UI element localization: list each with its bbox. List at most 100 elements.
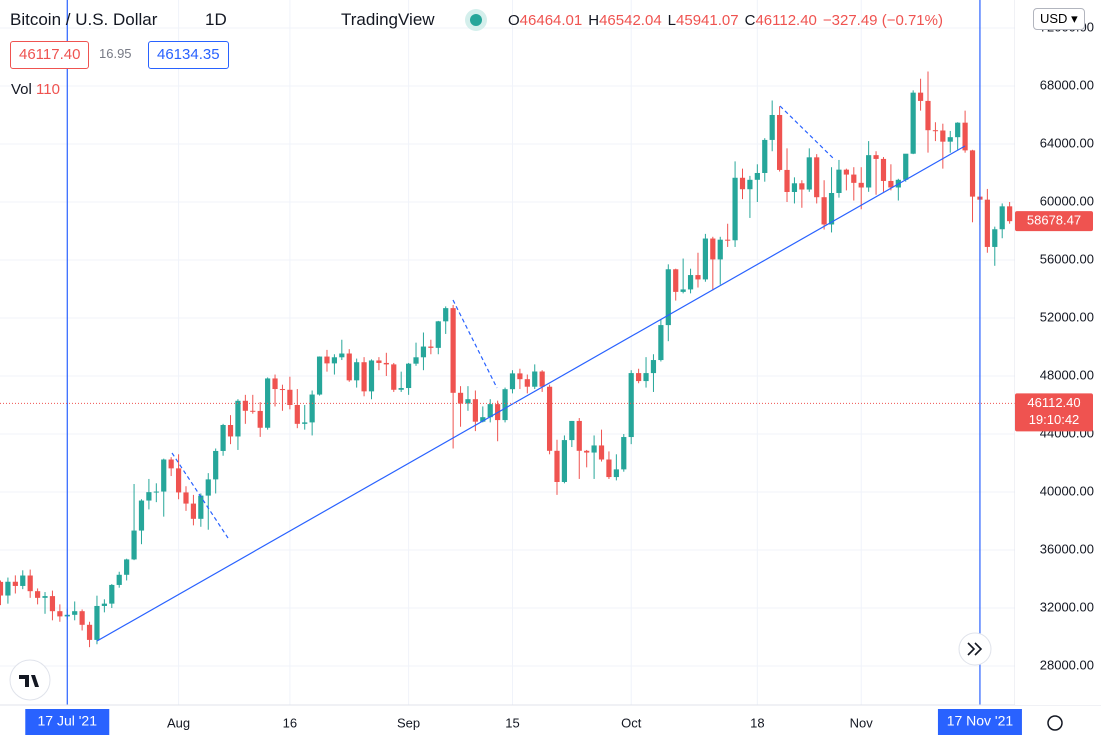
candle-body [917, 92, 924, 101]
candle-body [79, 611, 85, 625]
candle-body [717, 239, 723, 260]
candle-body [606, 459, 612, 478]
countdown: 19:10:42 [1029, 412, 1080, 427]
candle-body [747, 179, 753, 190]
candle-body [621, 437, 627, 470]
candle-body [86, 624, 93, 640]
y-tick-label: 36000.00 [1040, 541, 1094, 556]
candle-body [413, 357, 419, 364]
settings-icon[interactable] [1047, 715, 1063, 731]
candle-body [361, 362, 367, 392]
spread: 16.95 [97, 41, 134, 67]
currency: USD [1040, 11, 1068, 26]
x-tick-label: 18 [750, 715, 764, 730]
candle-body [109, 584, 115, 604]
candle-body [175, 468, 182, 493]
x-tick-label: Oct [621, 715, 642, 730]
candle-body [57, 611, 63, 617]
candle-body [873, 155, 879, 159]
candle-body [213, 450, 219, 480]
volume-legend: Vol 110 [11, 81, 60, 98]
candle-body [932, 130, 939, 132]
ask[interactable]: 46134.35 [148, 41, 229, 69]
ohlc-value: 46464.01 [519, 12, 583, 29]
candle-body [420, 346, 427, 358]
candle-body [168, 459, 174, 469]
candle-body [287, 389, 293, 405]
candle-body [903, 153, 909, 180]
candle-body [146, 492, 152, 501]
y-tick-label: 52000.00 [1040, 309, 1094, 324]
candle-body [443, 308, 449, 322]
candle-body [969, 150, 976, 197]
candle-body [227, 425, 234, 437]
candle-body [532, 371, 538, 387]
candle-body [72, 611, 78, 615]
candle-body [695, 275, 701, 280]
ohlc-legend: O46464.01 H46542.04 L45941.07 C46112.40 −327… [508, 12, 943, 29]
candle-body [821, 197, 827, 225]
marker-label-bg [25, 709, 110, 735]
candle-body [354, 362, 360, 381]
candle-body [843, 169, 849, 175]
bid[interactable]: 46117.40 [10, 41, 90, 69]
dashed-line [452, 299, 498, 389]
symbol[interactable]: Bitcoin / U.S. Dollar [10, 10, 158, 29]
candle-body [554, 450, 560, 482]
candle-body [591, 445, 597, 453]
y-tick-label: 40000.00 [1040, 483, 1094, 498]
ohlc-key: O [508, 12, 520, 29]
candle-body [650, 360, 657, 374]
candle-body [888, 180, 894, 188]
candle-body [665, 269, 671, 326]
status-dot [470, 14, 482, 26]
candle-body [383, 362, 389, 365]
marker-label: 17 Nov '21 [947, 713, 1014, 729]
candle-body [480, 417, 486, 422]
currency-button[interactable]: USD ▾ [1033, 8, 1085, 30]
price-tag: 46112.40 [1027, 395, 1080, 410]
y-tick-label: 32000.00 [1040, 599, 1094, 614]
candle-body [316, 356, 323, 395]
candle-body [368, 360, 375, 392]
candle-body [613, 469, 619, 478]
candle-body [962, 122, 968, 151]
candle-body [858, 182, 864, 188]
x-tick-label: Sep [397, 715, 420, 730]
candle-body [183, 492, 189, 504]
ohlc-value: 46542.04 [599, 12, 662, 29]
candle-body [131, 530, 137, 560]
candle-body [643, 373, 649, 382]
interval[interactable]: 1D [205, 10, 227, 29]
brand: TradingView [341, 10, 435, 29]
candle-body [777, 114, 783, 170]
candle-body [598, 445, 605, 460]
candle-body [866, 155, 872, 188]
logo[interactable] [9, 659, 51, 701]
candle-body [435, 321, 441, 348]
candle-body [992, 229, 998, 247]
candle-body [391, 364, 397, 390]
candle-body [0, 581, 4, 596]
candle-body [569, 420, 575, 441]
candle-body [205, 479, 211, 496]
ohlc-value: 45941.07 [676, 12, 739, 29]
y-tick-label: 48000.00 [1040, 367, 1094, 382]
drawings [96, 105, 966, 642]
candle-body [220, 425, 226, 451]
last-price-tag-bg [1015, 211, 1093, 232]
candle-body [754, 172, 760, 180]
x-tick-label: Nov [850, 715, 874, 730]
candle-body [799, 183, 805, 190]
dashed-line [779, 105, 836, 161]
axes: 28000.0032000.0036000.0040000.0044000.00… [25, 0, 1101, 735]
last-price-tag: 58678.47 [1027, 213, 1081, 228]
price-axis-bg [1015, 0, 1101, 705]
candle-body [242, 400, 248, 411]
candle-body [576, 420, 582, 451]
candle-body [250, 410, 256, 412]
candle-body [836, 169, 842, 193]
candle-body [235, 400, 241, 437]
